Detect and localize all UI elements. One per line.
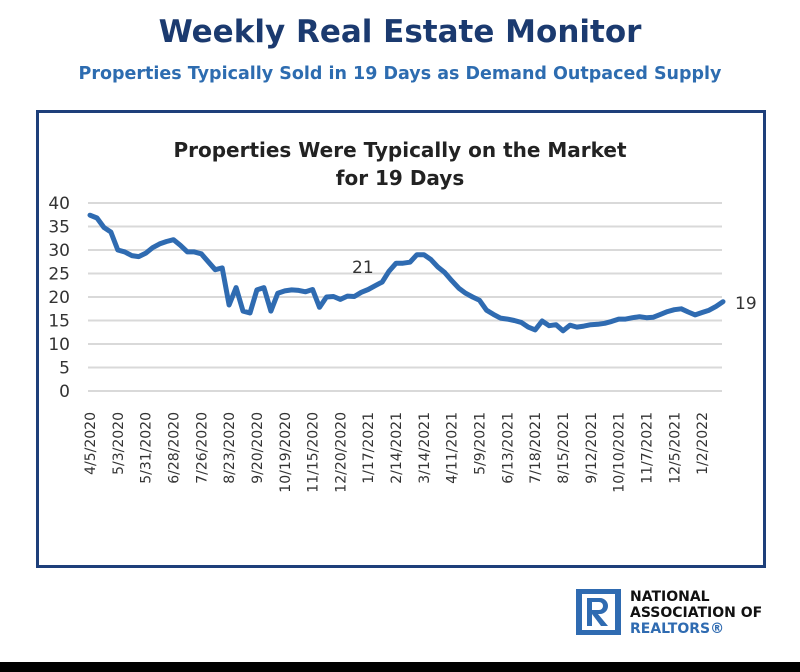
x-tick-label: 3/14/2021 bbox=[417, 412, 433, 484]
y-tick-label: 5 bbox=[59, 359, 70, 379]
x-tick-label: 10/19/2020 bbox=[278, 412, 294, 493]
realtor-logo-icon bbox=[576, 589, 621, 635]
page-title: Weekly Real Estate Monitor bbox=[158, 14, 642, 50]
x-tick-label: 2/14/2021 bbox=[389, 412, 405, 484]
y-tick-label: 40 bbox=[48, 194, 70, 214]
x-tick-label: 5/9/2021 bbox=[473, 412, 489, 475]
x-tick-label: 9/12/2021 bbox=[584, 412, 600, 484]
x-tick-label: 11/7/2021 bbox=[639, 412, 655, 484]
x-tick-label: 7/26/2020 bbox=[194, 412, 210, 484]
x-tick-label: 11/15/2020 bbox=[306, 412, 322, 493]
x-tick-label: 9/20/2020 bbox=[250, 412, 266, 484]
y-tick-label: 10 bbox=[48, 335, 70, 355]
bottom-bar bbox=[0, 662, 800, 672]
y-tick-label: 15 bbox=[48, 312, 70, 332]
x-tick-label: 8/15/2021 bbox=[556, 412, 572, 484]
chart-title-line-1: Properties Were Typically on the Market bbox=[173, 138, 627, 162]
logo-text: NATIONAL ASSOCIATION OF REALTORS® bbox=[630, 589, 762, 637]
x-tick-label: 5/31/2020 bbox=[139, 412, 155, 484]
x-tick-label: 6/13/2021 bbox=[500, 412, 516, 484]
x-tick-label: 5/3/2020 bbox=[111, 412, 127, 475]
x-tick-label: 4/5/2020 bbox=[83, 412, 99, 475]
x-tick-label: 10/10/2021 bbox=[612, 412, 628, 493]
annotation-label: 21 bbox=[352, 258, 374, 278]
chart-title: Properties Were Typically on the Market … bbox=[0, 136, 800, 192]
x-tick-label: 4/11/2021 bbox=[445, 412, 461, 484]
x-tick-label: 7/18/2021 bbox=[528, 412, 544, 484]
logo-line-3: REALTORS® bbox=[630, 621, 725, 637]
x-tick-label: 8/23/2020 bbox=[222, 412, 238, 484]
x-tick-label: 12/5/2021 bbox=[667, 412, 683, 484]
y-tick-label: 25 bbox=[48, 265, 70, 285]
logo-line-2: ASSOCIATION OF bbox=[630, 605, 763, 621]
series-line bbox=[87, 212, 726, 334]
y-tick-label: 0 bbox=[59, 382, 70, 402]
x-tick-label: 1/2/2022 bbox=[695, 412, 711, 475]
annotation-label: 19 bbox=[735, 294, 757, 314]
chart-title-line-2: for 19 Days bbox=[335, 166, 465, 190]
x-tick-label: 12/20/2020 bbox=[333, 412, 349, 493]
chart-frame bbox=[36, 110, 766, 568]
y-tick-label: 20 bbox=[48, 288, 70, 308]
x-tick-label: 6/28/2020 bbox=[166, 412, 182, 484]
x-tick-label: 1/17/2021 bbox=[361, 412, 377, 484]
logo-line-1: NATIONAL bbox=[630, 589, 710, 605]
page-subtitle: Properties Typically Sold in 19 Days as … bbox=[78, 64, 722, 84]
y-tick-label: 30 bbox=[48, 241, 70, 261]
y-tick-label: 35 bbox=[48, 218, 70, 238]
